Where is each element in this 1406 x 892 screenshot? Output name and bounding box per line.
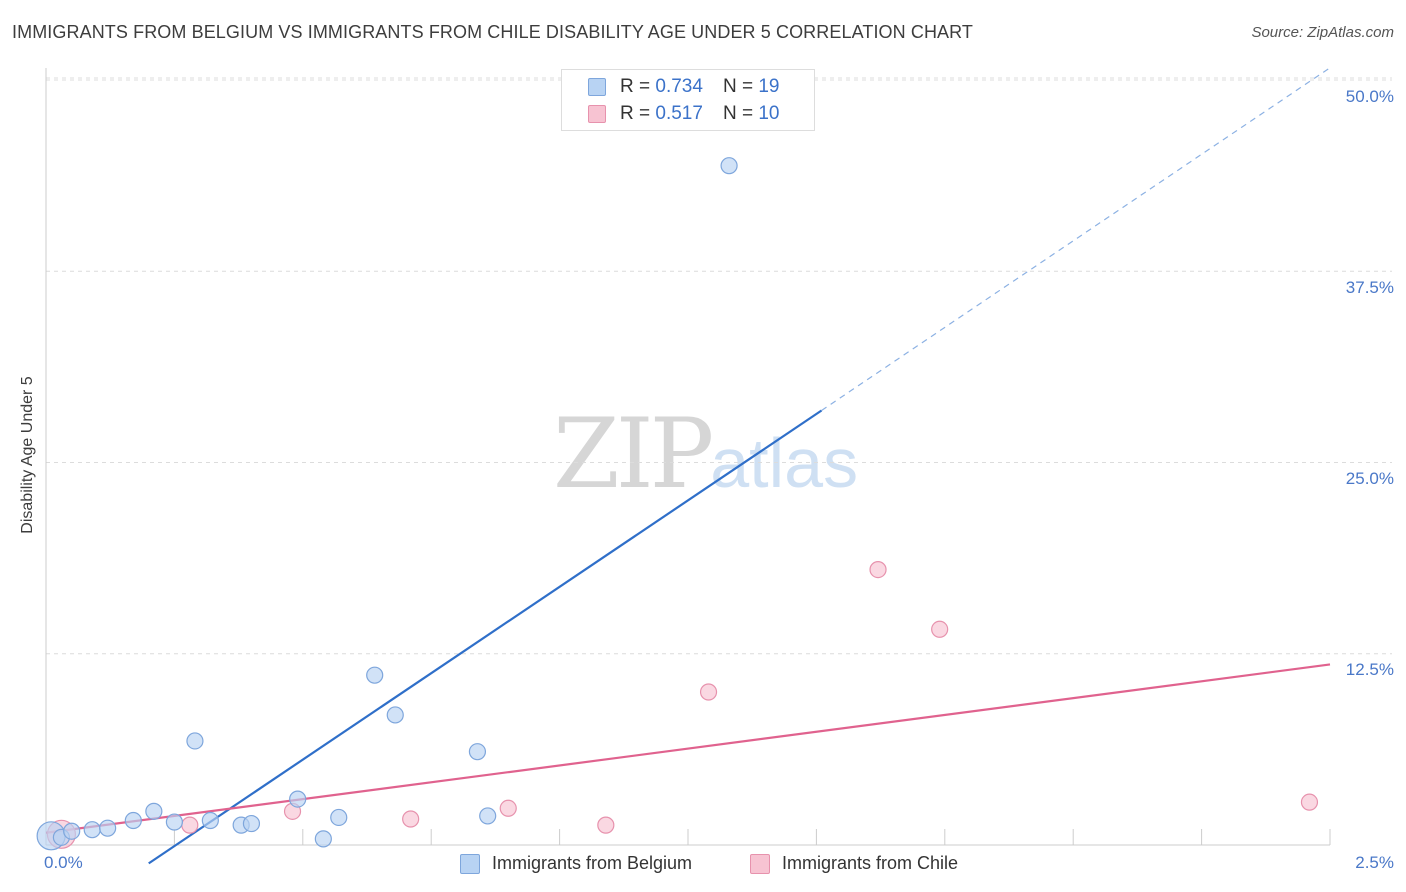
legend-n-label: N = (722, 103, 754, 124)
point-belgium-7 (165, 813, 183, 831)
point-belgium-17 (468, 743, 487, 761)
point-belgium-12 (289, 790, 307, 808)
point-belgium-13 (314, 830, 332, 848)
y-tick-label-50: 50.0% (1345, 87, 1394, 106)
point-chile-9 (1300, 793, 1319, 811)
bottom-legend-swatch-belgium (460, 853, 480, 874)
point-chile-6 (699, 683, 718, 701)
point-chile-7 (869, 560, 887, 579)
y-tick-label-25: 25.0% (1345, 469, 1394, 488)
point-belgium-6 (145, 802, 163, 820)
axes (45, 68, 1331, 846)
legend-row-belgium: R = 0.734 N = 19 (588, 75, 779, 99)
point-belgium-11 (242, 814, 261, 833)
point-chile-4 (499, 799, 517, 817)
trend-lines (45, 67, 1331, 865)
point-chile-1 (181, 816, 199, 834)
legend-r-value-belgium: 0.734 (655, 76, 703, 97)
legend-n-label: N = (722, 76, 754, 97)
y-tick-label-37-5: 37.5% (1345, 278, 1394, 297)
point-belgium-5 (124, 811, 142, 830)
trend-line-chile (45, 663, 1331, 834)
point-belgium-14 (330, 808, 348, 827)
bottom-legend-label-chile: Immigrants from Chile (782, 853, 959, 873)
watermark-zip: ZIP (553, 398, 714, 510)
point-belgium-3 (83, 821, 101, 839)
legend-r-label: R = (620, 76, 651, 97)
bottom-legend-swatch-chile (750, 853, 770, 874)
point-chile-8 (931, 620, 949, 638)
point-belgium-4 (99, 819, 117, 837)
gridlines (46, 77, 1392, 655)
legend-swatch-chile (588, 105, 606, 123)
point-chile-3 (402, 810, 420, 828)
x-tick-label-min: 0.0% (44, 853, 83, 872)
point-belgium-9 (201, 811, 219, 830)
legend-r-label: R = (620, 103, 651, 124)
chart-title: IMMIGRANTS FROM BELGIUM VS IMMIGRANTS FR… (12, 22, 974, 42)
bottom-legend-belgium: Immigrants from Belgium (460, 853, 692, 874)
point-chile-5 (597, 816, 615, 834)
x-tick-label-max: 2.5% (1355, 853, 1394, 872)
chart-source: Source: ZipAtlas.com (1251, 24, 1394, 41)
legend-swatch-belgium (588, 78, 606, 96)
point-belgium-19 (720, 157, 738, 175)
trend-line-belgium (148, 409, 823, 865)
data-points (36, 157, 1319, 851)
y-axis-label: Disability Age Under 5 (19, 376, 36, 534)
bottom-legend-chile: Immigrants from Chile (750, 853, 958, 874)
point-belgium-15 (366, 666, 384, 684)
correlation-legend: R = 0.734 N = 19 R = 0.517 N = 10 (561, 69, 815, 131)
point-belgium-16 (386, 706, 404, 724)
legend-n-value-belgium: 19 (758, 76, 780, 97)
legend-n-value-chile: 10 (758, 103, 780, 124)
legend-r-value-chile: 0.517 (655, 103, 703, 124)
y-tick-label-12-5: 12.5% (1345, 660, 1394, 679)
point-belgium-8 (186, 732, 204, 750)
legend-row-chile: R = 0.517 N = 10 (588, 102, 779, 126)
bottom-legend-label-belgium: Immigrants from Belgium (492, 853, 693, 873)
point-belgium-2 (63, 822, 81, 840)
trend-line-belgium-extrapolated (821, 67, 1331, 411)
point-belgium-18 (479, 807, 497, 825)
